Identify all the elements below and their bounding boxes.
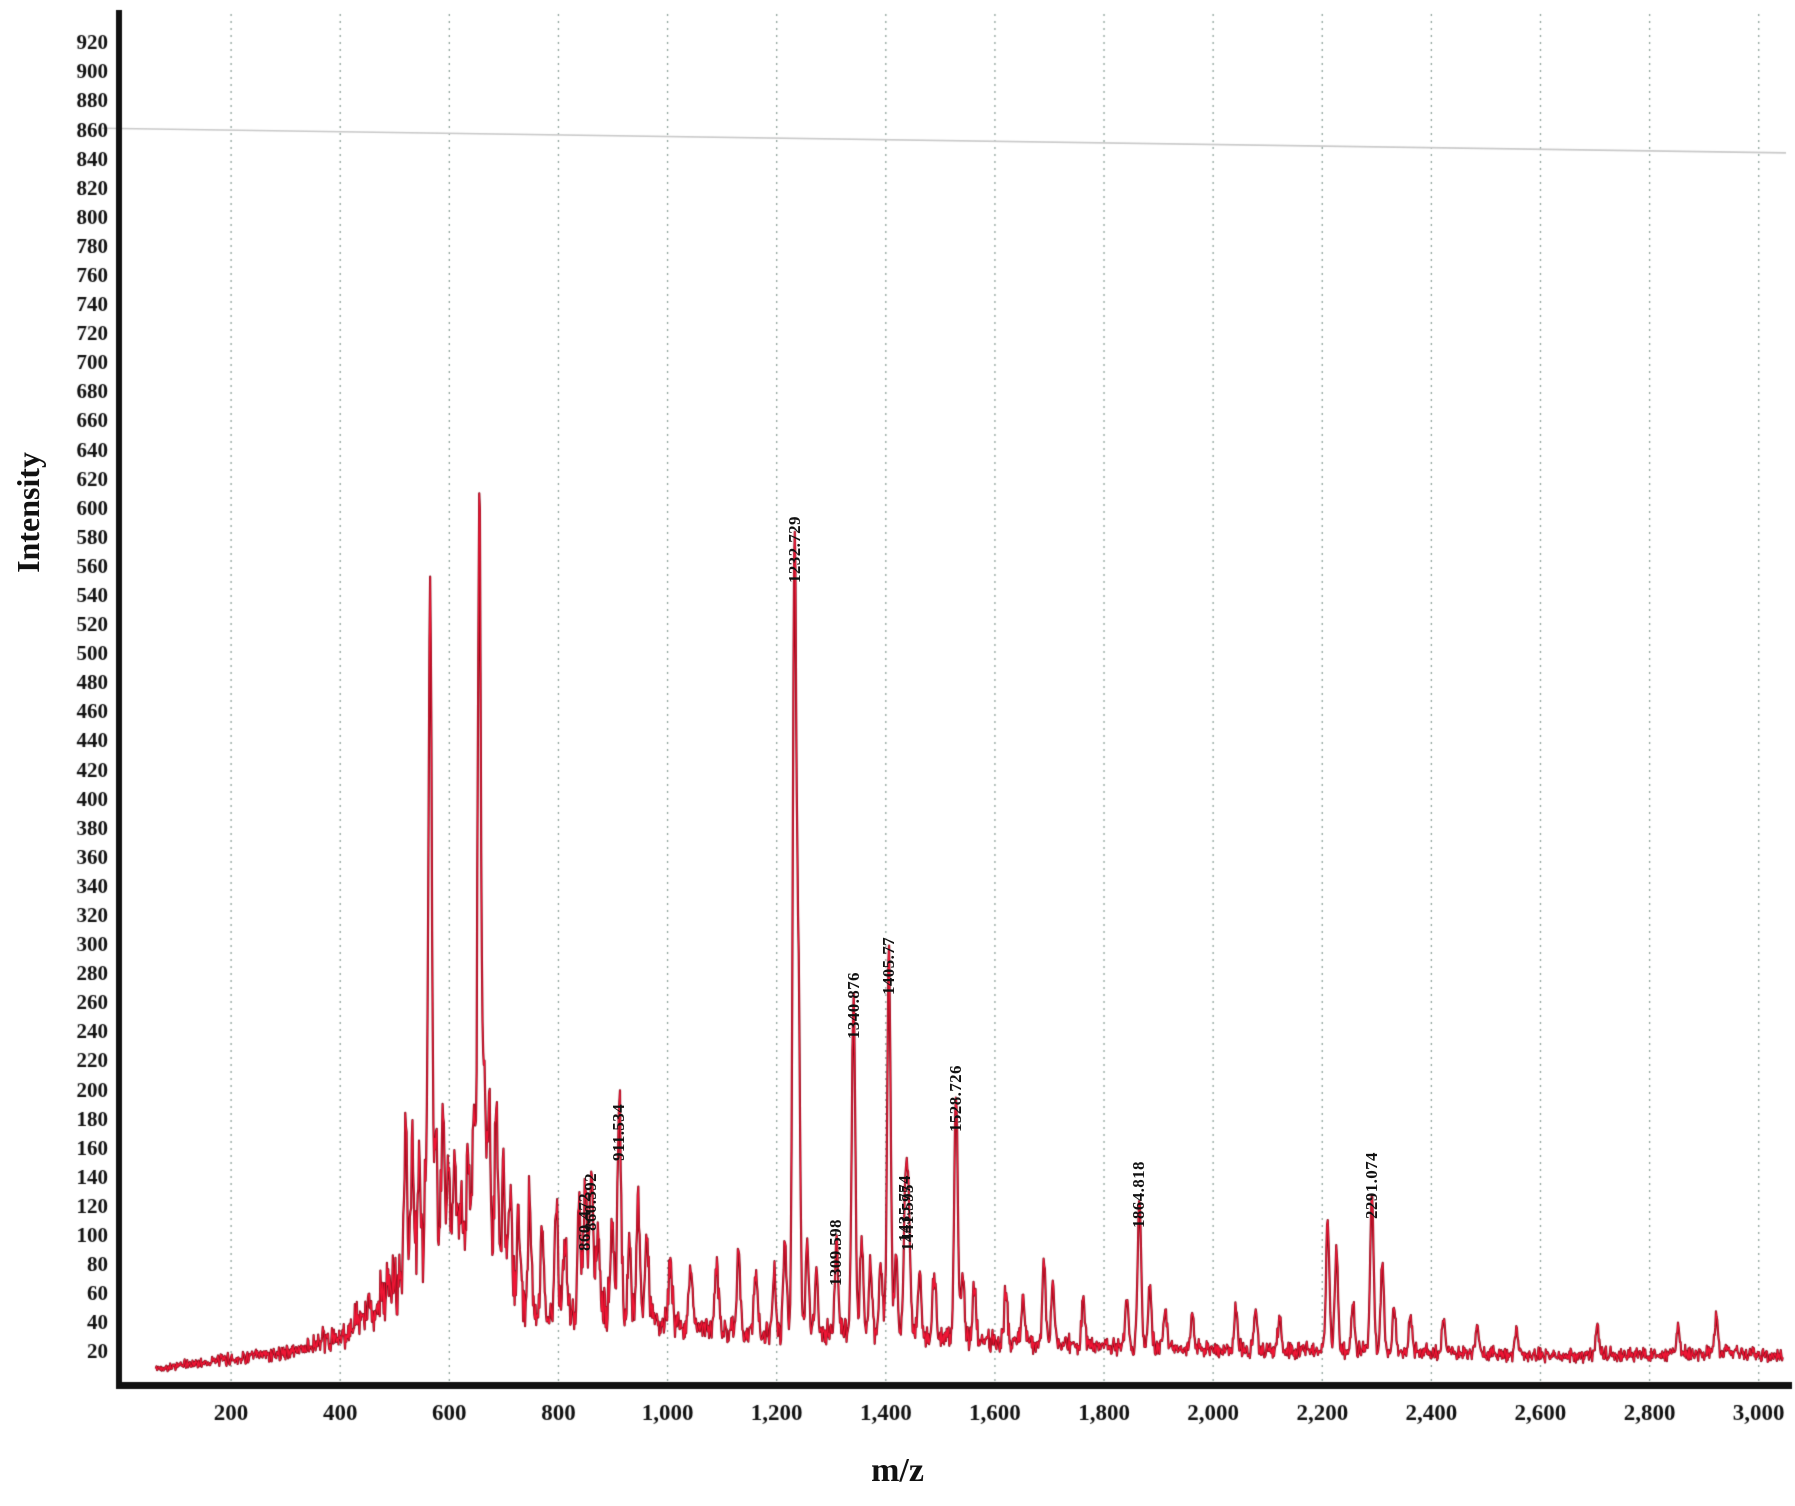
x-axis-title: m/z [871,1452,924,1489]
y-axis-title: Intensity [10,451,46,573]
